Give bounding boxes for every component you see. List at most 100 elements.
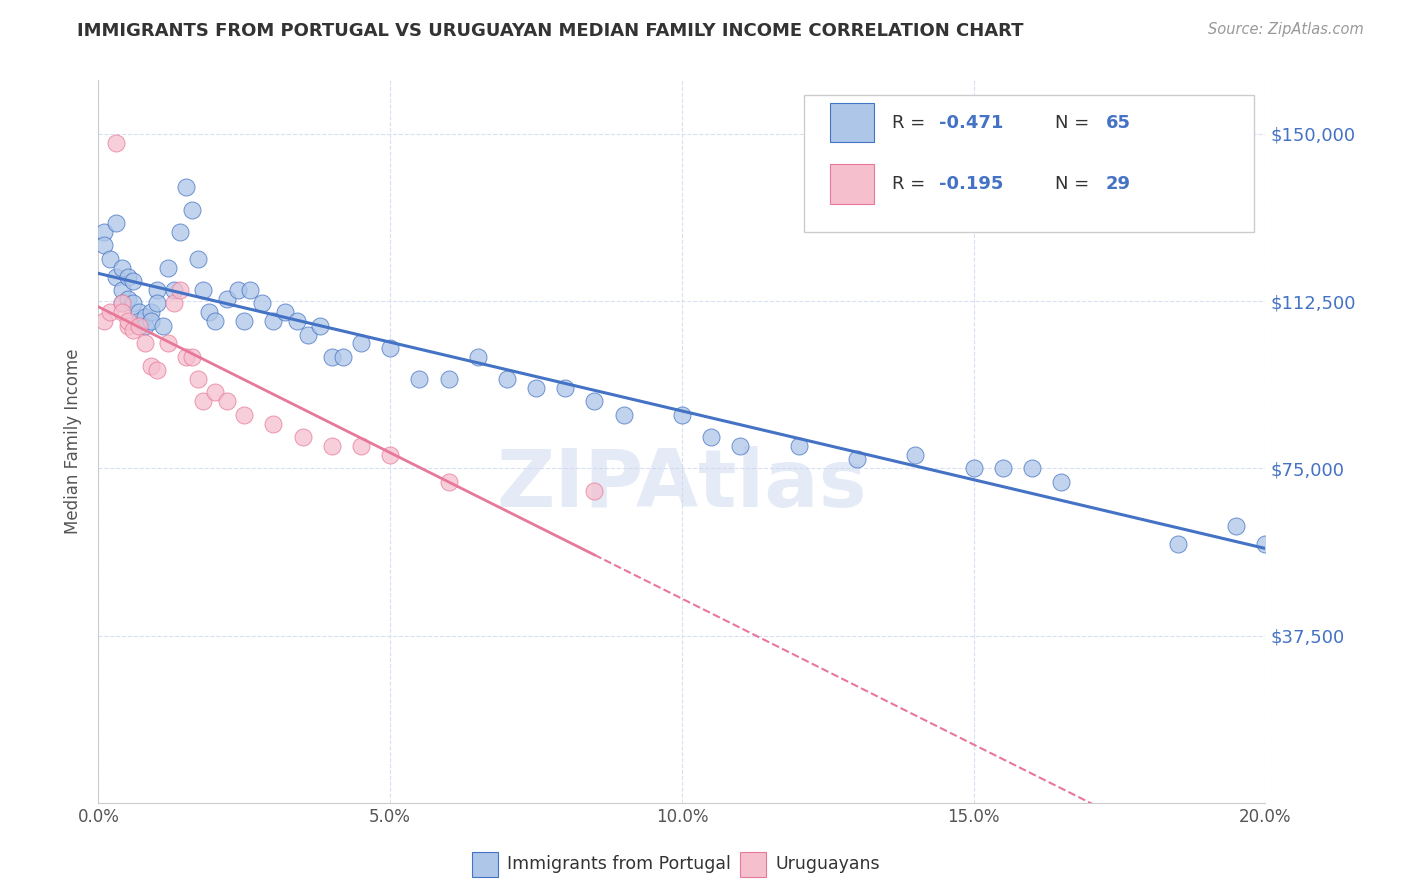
Point: [262, 417, 284, 431]
Text: 29: 29: [1105, 175, 1130, 193]
Point: [111, 283, 134, 297]
Point: [1167, 537, 1189, 551]
Point: [291, 430, 314, 444]
Point: [408, 372, 430, 386]
Point: [146, 363, 169, 377]
FancyBboxPatch shape: [472, 852, 498, 877]
Point: [180, 350, 202, 364]
Point: [169, 283, 191, 297]
Point: [157, 260, 180, 275]
Point: [671, 408, 693, 422]
Point: [285, 314, 308, 328]
Point: [233, 314, 256, 328]
Point: [152, 318, 174, 333]
Point: [233, 408, 256, 422]
Point: [1225, 519, 1247, 533]
Point: [157, 336, 180, 351]
Point: [332, 350, 354, 364]
Point: [309, 318, 332, 333]
Point: [146, 296, 169, 310]
Point: [297, 327, 319, 342]
Point: [104, 136, 127, 150]
Point: [134, 318, 156, 333]
Point: [1254, 537, 1277, 551]
Text: -0.195: -0.195: [939, 175, 1002, 193]
Point: [174, 350, 197, 364]
Point: [239, 283, 262, 297]
Point: [104, 216, 127, 230]
Y-axis label: Median Family Income: Median Family Income: [65, 349, 83, 534]
Point: [174, 180, 197, 194]
Point: [146, 283, 169, 297]
Point: [583, 394, 606, 409]
Point: [846, 452, 869, 467]
Text: R =: R =: [891, 175, 931, 193]
Text: N =: N =: [1056, 175, 1095, 193]
Point: [117, 269, 139, 284]
Point: [111, 260, 134, 275]
Text: -0.471: -0.471: [939, 113, 1002, 131]
Text: Source: ZipAtlas.com: Source: ZipAtlas.com: [1208, 22, 1364, 37]
Point: [122, 323, 145, 337]
Point: [117, 314, 139, 328]
Point: [350, 439, 373, 453]
Point: [437, 372, 460, 386]
Point: [612, 408, 634, 422]
Point: [104, 269, 127, 284]
Text: ZIPAtlas: ZIPAtlas: [496, 446, 868, 524]
FancyBboxPatch shape: [830, 103, 875, 143]
Point: [437, 475, 460, 489]
Point: [98, 252, 121, 266]
Point: [128, 318, 150, 333]
Point: [193, 283, 215, 297]
Point: [204, 385, 226, 400]
Point: [700, 430, 723, 444]
Point: [262, 314, 284, 328]
Text: N =: N =: [1056, 113, 1095, 131]
Point: [198, 305, 221, 319]
Point: [250, 296, 273, 310]
Point: [163, 283, 186, 297]
Point: [321, 439, 343, 453]
Point: [169, 225, 191, 239]
Point: [98, 305, 121, 319]
Point: [128, 305, 150, 319]
Text: 65: 65: [1105, 113, 1130, 131]
Point: [991, 461, 1014, 475]
FancyBboxPatch shape: [830, 164, 875, 204]
Point: [139, 314, 162, 328]
Point: [274, 305, 297, 319]
Text: IMMIGRANTS FROM PORTUGAL VS URUGUAYAN MEDIAN FAMILY INCOME CORRELATION CHART: IMMIGRANTS FROM PORTUGAL VS URUGUAYAN ME…: [77, 22, 1024, 40]
Point: [111, 305, 134, 319]
Point: [139, 305, 162, 319]
Point: [204, 314, 226, 328]
Point: [380, 341, 402, 355]
Point: [467, 350, 489, 364]
Point: [730, 439, 752, 453]
Point: [787, 439, 810, 453]
Point: [117, 292, 139, 306]
Point: [380, 448, 402, 462]
Point: [117, 318, 139, 333]
Point: [1050, 475, 1073, 489]
Point: [93, 314, 115, 328]
Point: [496, 372, 519, 386]
Point: [187, 252, 209, 266]
Point: [187, 372, 209, 386]
Text: R =: R =: [891, 113, 931, 131]
Text: Immigrants from Portugal: Immigrants from Portugal: [508, 855, 731, 873]
Point: [193, 394, 215, 409]
Point: [111, 296, 134, 310]
Point: [215, 292, 238, 306]
FancyBboxPatch shape: [741, 852, 766, 877]
Point: [228, 283, 250, 297]
Point: [904, 448, 927, 462]
Point: [180, 202, 202, 217]
Point: [554, 381, 576, 395]
Point: [962, 461, 984, 475]
Point: [134, 310, 156, 324]
Point: [321, 350, 343, 364]
Point: [350, 336, 373, 351]
Point: [139, 359, 162, 373]
Point: [122, 296, 145, 310]
